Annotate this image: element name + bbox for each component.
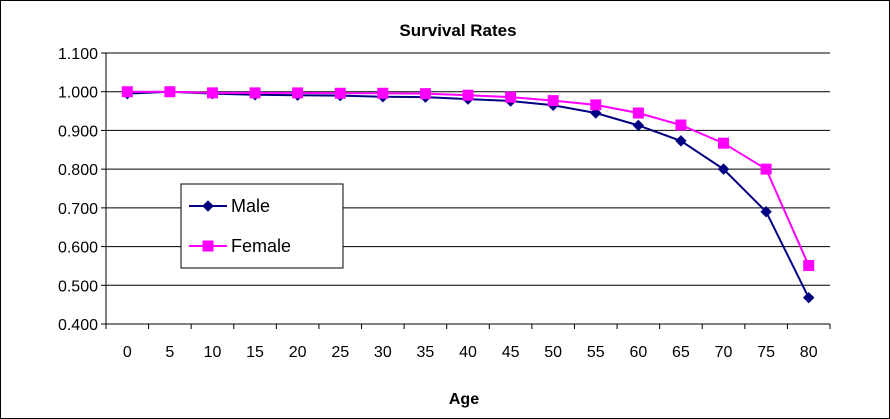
plot-area: 0.400 0.500 0.600 0.700 0.800 0.900 1.000 1.100… — [58, 46, 831, 361]
x-tick-label: 10 — [204, 344, 222, 361]
data-point-female — [164, 86, 176, 98]
legend-label-male: Male — [231, 196, 270, 216]
y-tick-label: 1.000 — [58, 85, 98, 102]
x-tick-label: 80 — [800, 344, 818, 361]
x-tick-label: 65 — [672, 344, 690, 361]
x-tick-label: 40 — [459, 344, 477, 361]
x-tick-label: 45 — [502, 344, 520, 361]
data-point-female — [718, 137, 730, 149]
y-tick-label: 0.500 — [58, 278, 98, 295]
x-tick-label: 20 — [289, 344, 307, 361]
data-point-female — [292, 87, 304, 99]
data-point-female — [334, 87, 346, 99]
x-tick-label: 70 — [715, 344, 733, 361]
data-point-female — [803, 260, 815, 272]
data-point-female — [419, 88, 431, 100]
data-point-female — [505, 91, 517, 103]
data-point-female — [249, 87, 261, 99]
x-tick-label: 25 — [331, 344, 349, 361]
x-tick-label: 50 — [544, 344, 562, 361]
data-point-male — [632, 119, 645, 132]
x-tick-label: 30 — [374, 344, 392, 361]
x-tick-label: 5 — [165, 344, 174, 361]
data-point-female — [590, 99, 602, 111]
data-point-female — [760, 163, 772, 175]
data-point-female — [121, 86, 133, 98]
data-point-male — [590, 107, 602, 119]
x-tick-label: 15 — [246, 344, 264, 361]
data-point-male — [675, 135, 687, 147]
x-tick-label: 60 — [629, 344, 647, 361]
y-tick-label: 0.700 — [58, 201, 98, 218]
x-tick-label: 55 — [587, 344, 605, 361]
data-point-male — [802, 291, 815, 304]
y-tick-label: 0.800 — [58, 162, 98, 179]
data-point-female — [377, 87, 389, 99]
y-tick-label: 0.400 — [58, 317, 98, 334]
y-tick-label: 1.100 — [58, 46, 98, 63]
y-tick-label: 0.600 — [58, 240, 98, 257]
data-point-female — [632, 107, 644, 119]
legend-label-female: Female — [231, 236, 291, 256]
chart-title: Survival Rates — [399, 21, 516, 40]
x-axis-title: Age — [449, 391, 479, 408]
x-tick-label: 35 — [417, 344, 435, 361]
legend-marker-male — [202, 200, 214, 212]
data-point-male — [760, 206, 772, 218]
x-tick-label: 75 — [757, 344, 775, 361]
y-tick-label: 0.900 — [58, 123, 98, 140]
data-point-female — [462, 89, 474, 101]
legend-marker-female — [202, 240, 214, 252]
data-point-female — [206, 87, 218, 99]
data-point-female — [675, 119, 687, 131]
legend: Male Female — [180, 183, 344, 269]
legend-box — [180, 183, 344, 269]
data-point-female — [547, 95, 559, 107]
data-point-male — [717, 163, 730, 175]
x-tick-label: 0 — [123, 344, 132, 361]
